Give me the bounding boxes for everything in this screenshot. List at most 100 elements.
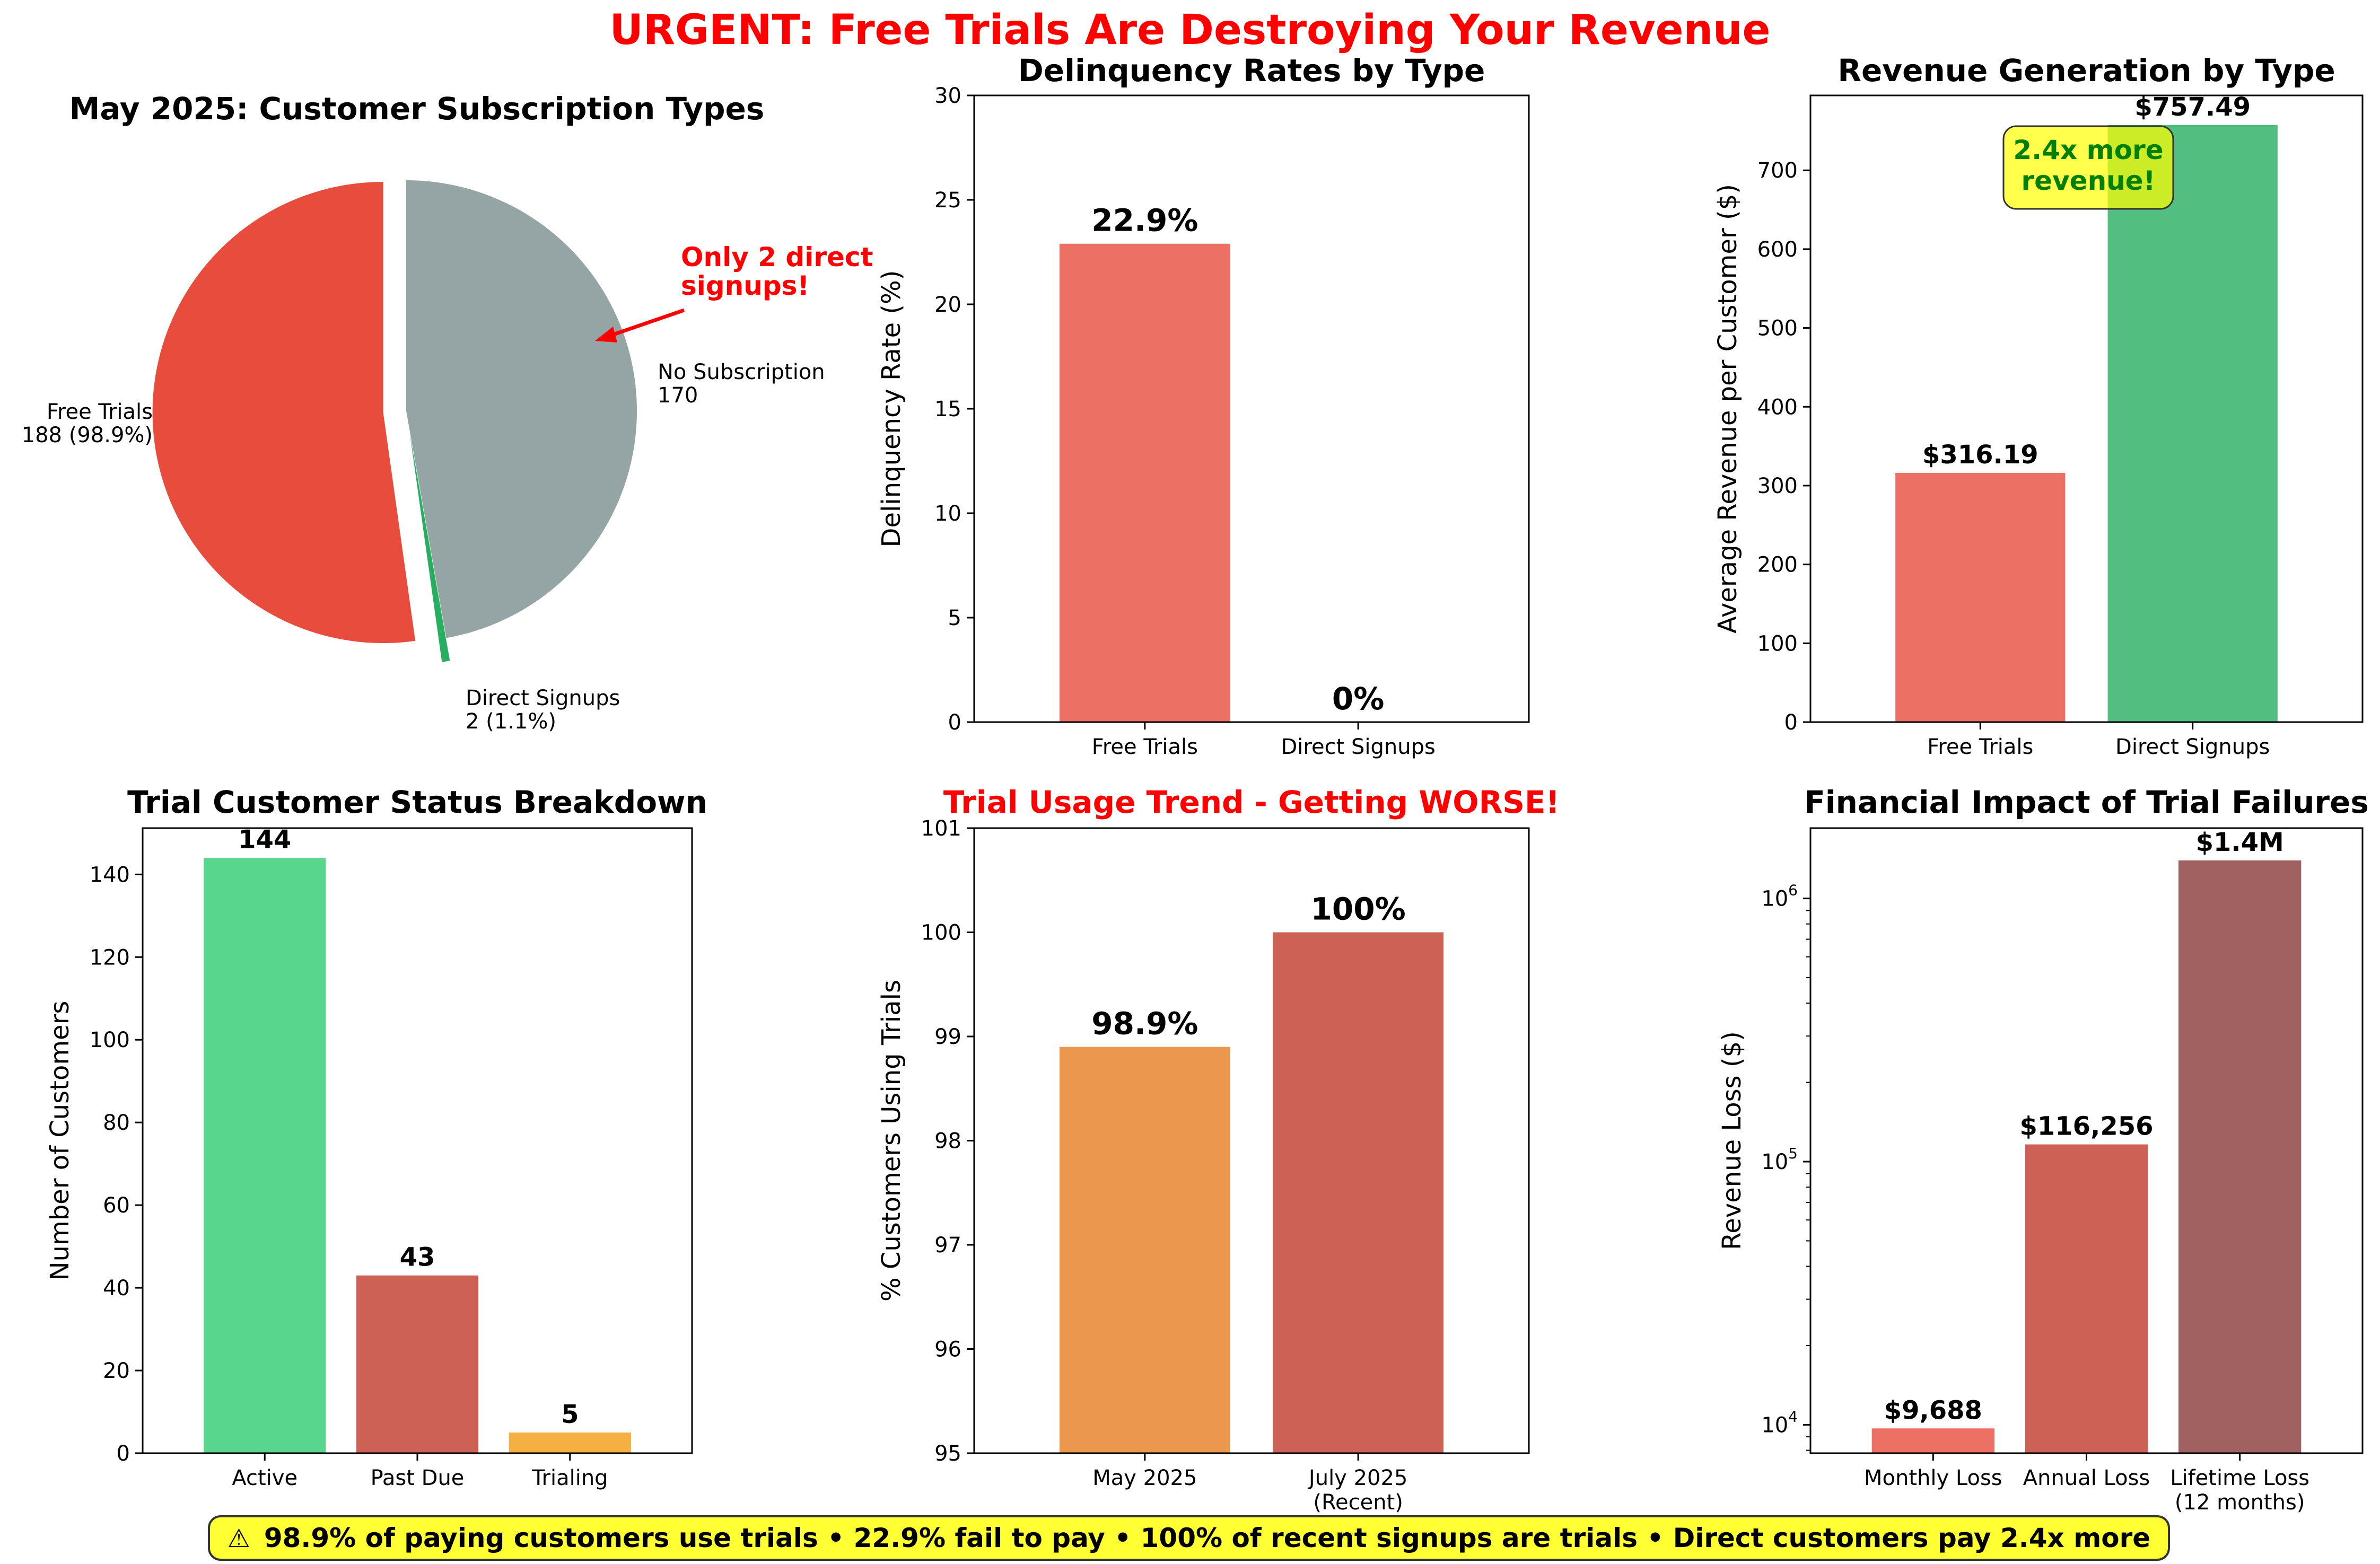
bar-0 [1059,243,1230,722]
pie-label: No Subscription [658,360,825,384]
annotation-text: signups! [681,270,809,301]
x-tick-label: July 2025 [1307,1466,1407,1490]
delinquency-bar: Delinquency Rates by Type 0 5 10 15 20 25 30 Fre… [877,52,1530,759]
y-tick-label: 500 [1757,317,1798,341]
x-tick-label: Trialing [531,1466,608,1490]
y-tick-label: 300 [1757,474,1798,498]
bar-1 [2025,1144,2148,1453]
annotation-text: Only 2 direct [681,242,873,273]
y-tick-label: 97 [934,1233,961,1258]
chart-title: Trial Customer Status Breakdown [127,784,707,820]
y-tick-label: 100 [90,1028,130,1052]
y-tick-label: 100 [921,921,961,945]
value-label: 100% [1311,891,1406,927]
y-tick-label: 30 [934,84,961,108]
summary-banner-text: 98.9% of paying customers use trials • 2… [264,1523,2151,1553]
y-tick-label: 105 [1761,1145,1798,1174]
axes-frame [1809,94,2364,723]
x-tick-label: Direct Signups [1281,735,1435,759]
y-axis-label: Delinquency Rate (%) [877,270,906,548]
pie-label: 2 (1.1%) [466,709,556,734]
annotation-text: 2.4x more [2013,135,2163,165]
y-tick-label: 20 [103,1359,130,1383]
bar-0 [1871,1428,1994,1453]
y-axis-label: Revenue Loss ($) [1717,1031,1747,1250]
chart-title: Delinquency Rates by Type [1018,52,1485,89]
x-tick-label: Monthly Loss [1864,1466,2002,1490]
annotation-text: revenue! [2022,165,2156,196]
y-axis-label: Number of Customers [45,1001,75,1281]
warning-icon: ⚠ [227,1524,250,1553]
y-tick-label: 100 [1757,631,1798,656]
y-tick-label: 0 [948,710,961,735]
y-tick-label: 120 [90,945,130,970]
pie-label: Direct Signups [466,686,620,710]
bar-2 [2178,860,2302,1453]
axes-frame [973,94,1530,723]
trial-status-bar: Trial Customer Status Breakdown 0 20 40 60 80… [45,784,707,1490]
y-tick-label: 10 [934,502,961,526]
y-tick-label: 5 [948,606,961,630]
y-tick-label: 80 [103,1111,130,1135]
y-tick-label: 104 [1761,1408,1798,1437]
value-label: 98.9% [1091,1006,1198,1042]
y-tick-label: 106 [1761,882,1798,911]
y-tick-label: 40 [103,1276,130,1301]
x-tick-label: Annual Loss [2023,1466,2150,1490]
main-title: URGENT: Free Trials Are Destroying Your … [609,6,1771,54]
y-tick-label: 200 [1757,553,1798,577]
value-label: 5 [561,1400,579,1429]
bar-1 [356,1275,479,1453]
x-tick-label: Free Trials [1927,735,2033,759]
x-tick-label: Active [232,1466,298,1490]
pie-label: Free Trials [47,400,153,424]
chart-title: May 2025: Customer Subscription Types [69,91,765,127]
y-tick-label: 98 [934,1129,961,1154]
chart-title: Revenue Generation by Type [1838,52,2335,89]
y-tick-label: 700 [1757,159,1798,183]
y-tick-label: 15 [934,397,961,421]
pie-label: 170 [658,383,698,408]
subscription-pie: May 2025: Customer Subscription Types Fre… [22,91,873,734]
annotation-frame [2002,125,2174,210]
y-axis-label: % Customers Using Trials [877,980,906,1302]
summary-banner: ⚠ 98.9% of paying customers use trials • … [208,1515,2170,1561]
value-label: $1.4M [2196,828,2284,857]
bar-0 [204,858,326,1453]
pie-label: 188 (98.9%) [22,423,153,447]
y-tick-label: 0 [117,1442,130,1466]
bar-0 [1895,472,2066,722]
y-tick-label: 60 [103,1193,130,1218]
annotation-arrowhead [595,327,617,342]
value-label: 0% [1332,681,1384,717]
bar-0 [1059,1047,1230,1453]
x-tick-label: Free Trials [1092,735,1198,759]
value-label: 144 [238,825,291,855]
value-label: $9,688 [1884,1395,1982,1425]
value-label: $316.19 [1922,440,2038,470]
value-label: 43 [400,1243,435,1272]
x-tick-label: (12 months) [2175,1490,2305,1515]
y-tick-label: 99 [934,1025,961,1049]
value-label: $757.49 [2134,92,2251,122]
axes-frame [973,827,1530,1454]
revenue-bar: Revenue Generation by Type 0 100 200 300 400 5… [1713,52,2364,759]
x-tick-label: Lifetime Loss [2170,1466,2309,1490]
x-tick-label: Direct Signups [2115,735,2270,759]
y-tick-label: 600 [1757,238,1798,262]
y-tick-label: 101 [921,816,961,841]
value-label: $116,256 [2019,1112,2153,1141]
value-label: 22.9% [1091,203,1198,239]
bar-2 [509,1433,631,1453]
pie-slice-0 [152,182,416,644]
y-tick-label: 96 [934,1338,961,1362]
y-tick-label: 25 [934,188,961,213]
bar-1 [2107,125,2278,723]
y-axis-label: Average Revenue per Customer ($) [1713,184,1743,634]
annotation-arrow [605,308,685,339]
trial-trend-bar: Trial Usage Trend - Getting WORSE! 95 96 97… [877,784,1560,1515]
